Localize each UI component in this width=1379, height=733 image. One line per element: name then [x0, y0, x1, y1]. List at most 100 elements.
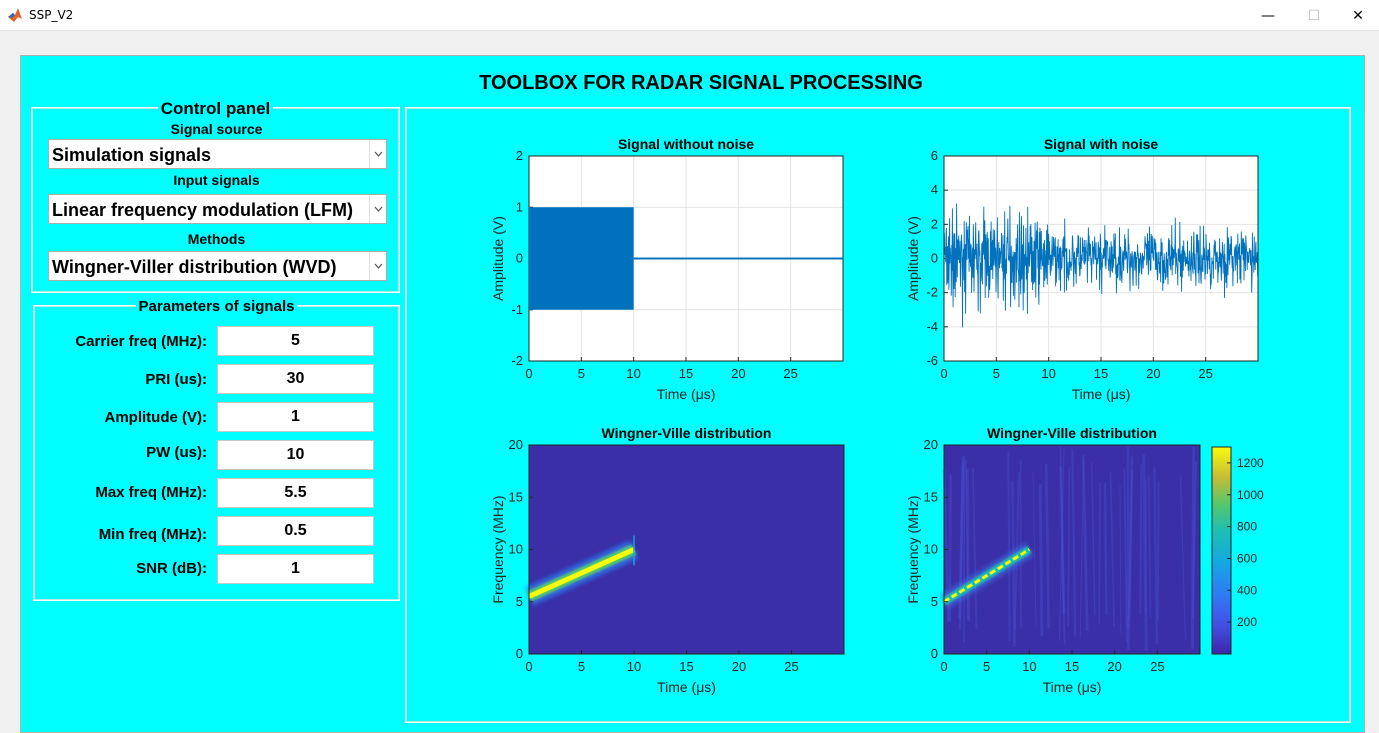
noise-streak [1179, 476, 1187, 640]
noise-streak [1067, 466, 1071, 627]
y-tick-label: 15 [924, 489, 938, 504]
noise-streak [1191, 461, 1198, 618]
signal-series [943, 203, 1259, 328]
noise-streak [966, 468, 971, 622]
noise-streak [1059, 445, 1066, 644]
noise-streak [1058, 448, 1065, 641]
x-tick-label: 25 [784, 659, 798, 674]
x-tick-label: 15 [1065, 659, 1079, 674]
minimize-button[interactable]: — [1261, 7, 1275, 24]
signal-source-label: Signal source [170, 121, 263, 137]
x-axis-label: Time (μs) [657, 679, 716, 695]
max-freq-input[interactable]: 5.5 [217, 478, 374, 508]
noise-streak [1127, 456, 1134, 651]
parameters-panel: Parameters of signals Carrier freq (MHz)… [33, 298, 400, 601]
y-tick-label: -4 [926, 319, 938, 334]
noise-streak [1153, 467, 1159, 644]
x-tick-label: 10 [1041, 366, 1055, 381]
parameters-panel-title: Parameters of signals [34, 298, 399, 315]
y-axis-label: Amplitude (V) [490, 216, 506, 301]
y-tick-label: 10 [924, 542, 938, 557]
control-panel: Control panel Signal source Simulation s… [31, 99, 400, 293]
noise-streak [1019, 460, 1022, 628]
methods-dropdown[interactable]: Wingner-Viller distribution (WVD) [48, 251, 387, 281]
y-tick-label: 5 [516, 594, 523, 609]
y-tick-label: 1 [516, 199, 523, 214]
noise-streak [1071, 449, 1077, 636]
colorbar [1211, 446, 1232, 655]
x-axis-label: Time (μs) [1043, 679, 1102, 695]
y-tick-label: 2 [931, 216, 938, 231]
x-tick-label: 0 [940, 366, 947, 381]
noise-streak [1090, 462, 1096, 616]
window-title: SSP_V2 [29, 8, 74, 22]
x-tick-label: 15 [1094, 366, 1108, 381]
amplitude-input[interactable]: 1 [217, 402, 374, 432]
y-tick-label: 0 [516, 646, 523, 661]
x-tick-label: 5 [578, 366, 585, 381]
noise-streak [971, 468, 978, 630]
colorbar-tick-label: 800 [1237, 520, 1257, 534]
y-tick-label: 6 [931, 148, 938, 163]
colorbar-tick-label: 1200 [1237, 456, 1264, 470]
y-tick-label: 15 [509, 489, 523, 504]
x-tick-label: 15 [679, 659, 693, 674]
chevron-down-icon[interactable] [369, 195, 386, 223]
snr-input[interactable]: 1 [217, 554, 374, 584]
pri-input[interactable]: 30 [217, 364, 374, 394]
noise-streak [1044, 463, 1051, 628]
input-signals-value: Linear frequency modulation (LFM) [52, 200, 354, 220]
noise-streak [1128, 470, 1134, 621]
x-tick-label: 25 [1198, 366, 1212, 381]
window-titlebar: SSP_V2 — ☐ ✕ [0, 0, 1379, 31]
y-tick-label: -1 [511, 302, 523, 317]
y-tick-label: 2 [516, 148, 523, 163]
x-tick-label: 20 [1107, 659, 1121, 674]
x-tick-label: 15 [679, 366, 693, 381]
noise-streak [1109, 472, 1115, 627]
x-tick-label: 25 [783, 366, 797, 381]
methods-label: Methods [187, 231, 246, 247]
snr-label: SNR (dB): [136, 560, 207, 577]
x-tick-label: 20 [731, 366, 745, 381]
pw-input[interactable]: 10 [217, 440, 374, 470]
chart-title: Wingner-Ville distribution [987, 425, 1157, 441]
noise-streak [1142, 454, 1148, 651]
noise-streak [1079, 459, 1085, 638]
y-tick-label: 10 [509, 542, 523, 557]
close-button[interactable]: ✕ [1352, 7, 1364, 24]
noise-streak [1038, 484, 1044, 637]
signal-source-dropdown[interactable]: Simulation signals [48, 139, 387, 169]
x-axis-label: Time (μs) [1072, 386, 1131, 402]
wvd-ridge-core [943, 548, 1031, 604]
heatmap-background [529, 445, 844, 654]
chevron-down-icon[interactable] [369, 252, 386, 280]
noise-streak [1190, 447, 1196, 649]
noise-streak [1032, 472, 1037, 627]
input-signals-label: Input signals [173, 172, 260, 188]
colorbar-tick-label: 400 [1237, 583, 1257, 597]
y-tick-label: 20 [509, 437, 523, 452]
chevron-down-icon[interactable] [369, 140, 386, 168]
x-tick-label: 10 [626, 366, 640, 381]
colorbar-tick-label: 600 [1237, 551, 1257, 565]
y-tick-label: 0 [931, 646, 938, 661]
y-tick-label: -2 [926, 285, 938, 300]
y-tick-label: 0 [516, 251, 523, 266]
noise-streak [1156, 481, 1160, 620]
noise-streak [963, 455, 966, 643]
signal-series [529, 207, 634, 310]
y-tick-label: 0 [931, 251, 938, 266]
min-freq-input[interactable]: 0.5 [217, 516, 374, 546]
x-tick-label: 5 [578, 659, 585, 674]
maximize-button[interactable]: ☐ [1307, 7, 1321, 24]
plot-panel: 0 5 10 15 20 25 -2 -1 0 1 2 Signal without noise Tim… [405, 107, 1351, 723]
x-tick-label: 0 [525, 659, 532, 674]
x-tick-label: 20 [732, 659, 746, 674]
input-signals-dropdown[interactable]: Linear frequency modulation (LFM) [48, 194, 387, 224]
noise-streak [1147, 475, 1152, 617]
colorbar-tick-label: 1000 [1237, 488, 1264, 502]
carrier-freq-input[interactable]: 5 [217, 326, 374, 356]
x-tick-label: 20 [1146, 366, 1160, 381]
